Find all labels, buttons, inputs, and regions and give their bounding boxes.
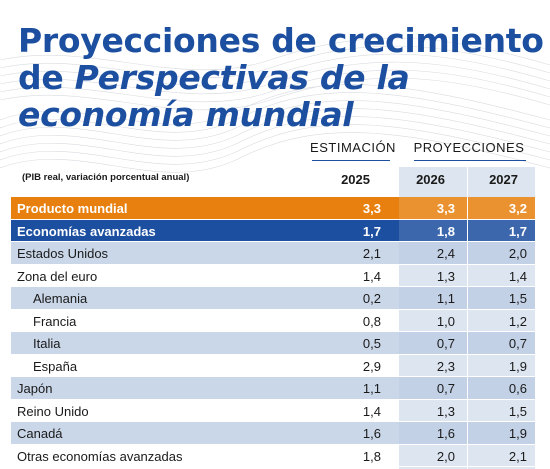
value-cell-2025: 1,7 (362, 223, 381, 239)
value-cell-2026: 1,3 (436, 268, 455, 284)
value-cell-2026: 1,8 (436, 223, 455, 239)
row-label: Japón (17, 381, 53, 396)
title-line-2-prefix: de (18, 58, 75, 97)
value-cell-2027: 1,9 (508, 426, 527, 441)
row-label: Estados Unidos (17, 246, 109, 261)
row-label: Zona del euro (17, 268, 98, 284)
title-line-1: Proyecciones de crecimiento (18, 21, 544, 60)
value-cell-2025: 2,9 (362, 358, 381, 374)
value-cell-2027: 2,1 (508, 448, 527, 464)
table-row: Economías avanzadas 1,7 1,8 1,7 (11, 219, 535, 242)
value-cell-2027: 2,0 (508, 246, 527, 261)
table-row: Zona del euro 1,4 1,3 1,4 (11, 264, 535, 287)
row-label: Francia (33, 313, 77, 329)
table-row: Otras economías avanzadas 1,8 2,0 2,1 (11, 444, 535, 467)
value-cell-2026: 0,7 (436, 336, 455, 351)
value-cell-2026: 2,4 (436, 246, 455, 261)
value-cell-2027: 0,7 (508, 336, 527, 351)
table-row: Alemania 0,2 1,1 1,5 (11, 287, 535, 310)
row-label: Alemania (33, 291, 88, 306)
value-cell-2027: 1,7 (508, 223, 527, 239)
value-cell-2026: 2,0 (436, 448, 455, 464)
value-cell-2027: 1,5 (508, 403, 527, 419)
table-row: Francia 0,8 1,0 1,2 (11, 309, 535, 332)
value-cell-2027: 0,6 (508, 381, 527, 396)
table-row: Reino Unido 1,4 1,3 1,5 (11, 399, 535, 422)
value-cell-2025: 1,4 (362, 403, 381, 419)
value-cell-2026: 1,1 (436, 291, 455, 306)
value-cell-2025: 0,2 (362, 291, 381, 306)
row-label: Otras economías avanzadas (17, 448, 183, 464)
value-cell-2026: 1,6 (436, 426, 455, 441)
value-cell-2027: 3,2 (508, 201, 527, 216)
value-cell-2025: 2,1 (362, 246, 381, 261)
title-line-3: economía mundial (18, 95, 354, 134)
table-row: Italia 0,5 0,7 0,7 (11, 332, 535, 355)
value-cell-2026: 0,7 (436, 381, 455, 396)
projections-underline (414, 160, 526, 161)
growth-table: Producto mundial 3,3 3,3 3,2 Economías avanz… (11, 197, 535, 467)
estimation-underline (312, 160, 390, 161)
wave-background (0, 37, 550, 173)
units-note: (PIB real, variación porcentual anual) (22, 172, 190, 183)
row-label: Canadá (17, 426, 63, 441)
value-cell-2027: 1,2 (508, 313, 527, 329)
value-cell-2025: 3,3 (362, 201, 381, 216)
value-cell-2027: 1,5 (508, 291, 527, 306)
value-cell-2025: 0,5 (362, 336, 381, 351)
value-cell-2027: 1,9 (508, 358, 527, 374)
row-label: Italia (33, 336, 61, 351)
value-cell-2025: 1,1 (362, 381, 381, 396)
title-line-2: de Perspectivas de la (18, 59, 544, 96)
row-label: España (33, 358, 78, 374)
year-header-2025: 2025 (341, 172, 370, 187)
row-label: Economías avanzadas (17, 223, 156, 239)
value-cell-2025: 1,8 (362, 448, 381, 464)
title-line-2-italic: Perspectivas de la (74, 58, 410, 97)
projection-column-separator (467, 167, 468, 469)
year-header-2026: 2026 (416, 172, 445, 187)
table-row: Estados Unidos 2,1 2,4 2,0 (11, 242, 535, 265)
value-cell-2026: 1,0 (436, 313, 455, 329)
estimation-header: ESTIMACIÓN (310, 140, 396, 155)
table-row: Canadá 1,6 1,6 1,9 (11, 422, 535, 445)
value-cell-2025: 0,8 (362, 313, 381, 329)
value-cell-2027: 1,4 (508, 268, 527, 284)
row-label: Reino Unido (17, 403, 89, 419)
page-title: Proyecciones de crecimiento de Perspecti… (18, 22, 544, 133)
projections-header: PROYECCIONES (413, 140, 525, 155)
year-header-2027: 2027 (489, 172, 518, 187)
value-cell-2025: 1,4 (362, 268, 381, 284)
table-row: España 2,9 2,3 1,9 (11, 354, 535, 377)
value-cell-2026: 2,3 (436, 358, 455, 374)
table-row: Producto mundial 3,3 3,3 3,2 (11, 197, 535, 220)
value-cell-2026: 3,3 (436, 201, 455, 216)
row-label: Producto mundial (17, 201, 128, 216)
table-row: Japón 1,1 0,7 0,6 (11, 377, 535, 400)
value-cell-2026: 1,3 (436, 403, 455, 419)
value-cell-2025: 1,6 (362, 426, 381, 441)
